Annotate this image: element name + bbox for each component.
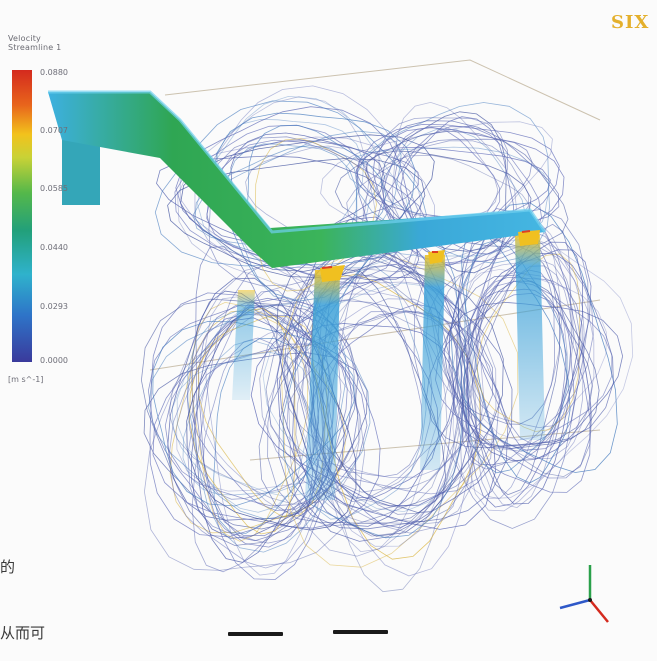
software-logo: SIX: [611, 12, 650, 33]
streamline: [187, 290, 318, 544]
streamline: [280, 282, 469, 547]
axis-triad-icon: [559, 565, 609, 623]
streamline: [470, 265, 580, 429]
streamline: [391, 101, 517, 262]
legend-tick: 0.0880: [40, 68, 68, 77]
streamline: [262, 282, 473, 513]
streamline: [400, 116, 515, 255]
streamline: [378, 117, 509, 256]
legend-tick: 0.0000: [40, 356, 68, 365]
caption-fragment: 从而可: [0, 622, 48, 643]
streamline: [282, 229, 463, 539]
streamline: [198, 305, 359, 537]
streamline: [467, 219, 595, 512]
jet-4: [232, 290, 255, 400]
streamline: [460, 230, 594, 470]
streamline: [372, 127, 565, 264]
streamline: [202, 337, 315, 500]
jet-3: [515, 235, 545, 440]
jet-1: [305, 270, 340, 500]
streamline: [186, 305, 357, 531]
duct-top-face: [48, 90, 547, 234]
streamline: [154, 100, 427, 267]
streamline: [478, 277, 583, 446]
streamline: [195, 246, 314, 542]
streamline: [278, 323, 456, 527]
streamline: [456, 269, 556, 425]
legend-title-line1: Velocity: [8, 34, 41, 43]
supply-duct: [48, 90, 547, 282]
caption-fragment: 的: [0, 556, 18, 577]
streamline: [452, 252, 614, 447]
jet-2: [420, 255, 445, 470]
legend-unit: [m s^-1]: [8, 375, 44, 384]
streamline: [179, 136, 422, 295]
streamline: [474, 271, 562, 499]
legend-title: Velocity Streamline 1: [8, 34, 61, 52]
streamline: [365, 129, 527, 257]
legend-tick: 0.0440: [40, 243, 68, 252]
streamline: [295, 273, 475, 525]
streamline: [286, 311, 493, 495]
streamline: [452, 238, 634, 500]
streamline: [450, 202, 618, 473]
outlet-hot-zones: [320, 230, 540, 282]
streamline: [208, 136, 418, 287]
streamline: [164, 305, 334, 507]
legend-tick: 0.0293: [40, 302, 68, 311]
legend-tick: 0.0585: [40, 184, 68, 193]
streamline: [267, 298, 469, 479]
legend-tick: 0.0707: [40, 126, 68, 135]
streamline: [250, 276, 470, 507]
streamline: [460, 249, 592, 508]
streamline: [365, 150, 532, 252]
scale-bar: [228, 630, 388, 636]
streamline: [276, 252, 504, 537]
air-jets: [232, 235, 545, 500]
legend-colorbar: [12, 70, 32, 362]
streamline: [334, 130, 569, 248]
streamline: [187, 310, 371, 553]
streamline: [140, 298, 359, 546]
duct-body: [48, 92, 545, 268]
streamline: [205, 296, 327, 576]
streamline: [186, 314, 353, 580]
streamline: [167, 158, 426, 279]
streamline: [283, 311, 471, 490]
legend-title-line2: Streamline 1: [8, 43, 62, 52]
outlet-red-edges: [321, 230, 531, 269]
streamline: [413, 209, 589, 529]
